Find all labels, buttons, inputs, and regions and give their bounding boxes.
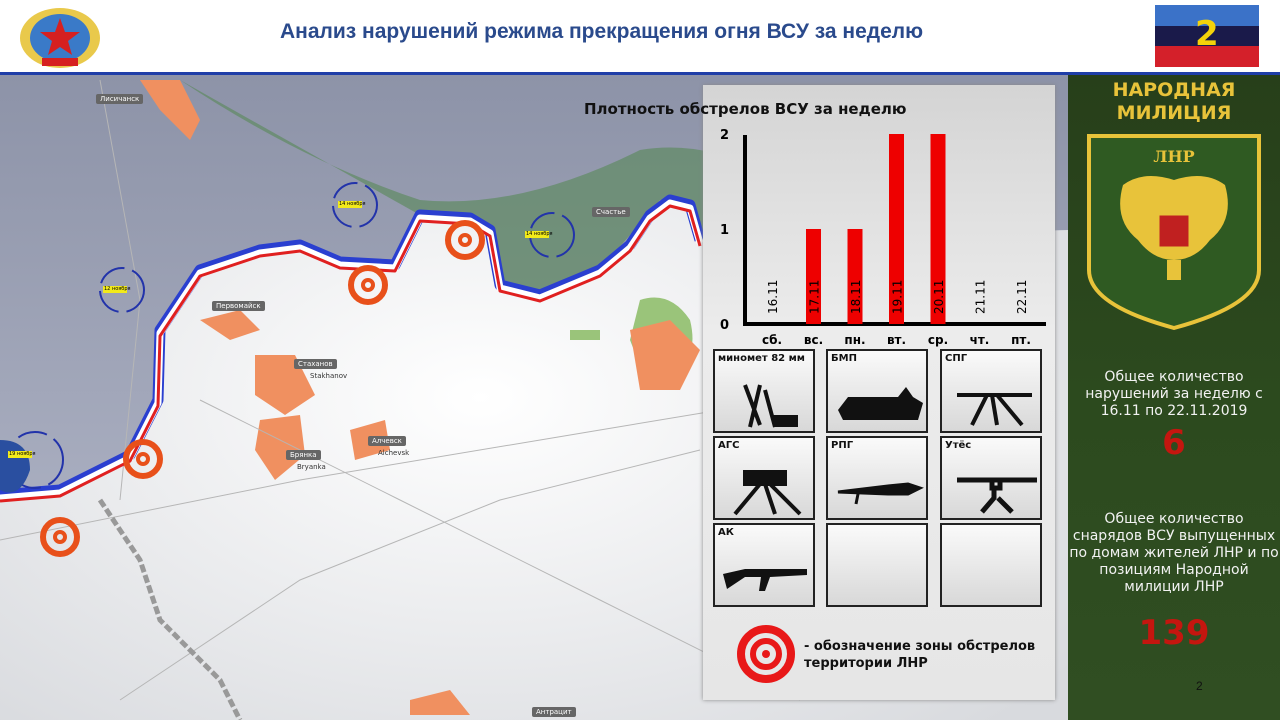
city-label: Первомайск bbox=[212, 301, 265, 311]
date-label: 22.11 bbox=[1015, 280, 1029, 314]
legend-text: - обозначение зоны обстрелов территории … bbox=[804, 639, 1036, 671]
date-tag: 14 ноября bbox=[526, 231, 553, 237]
shells-label: Общее количество снарядов ВСУ выпущенных… bbox=[1069, 511, 1279, 595]
weapon-cell: АК bbox=[713, 523, 815, 607]
x-tick-label: пт. bbox=[1011, 333, 1031, 347]
people-militia-emblem bbox=[1087, 134, 1261, 330]
side-title-line: НАРОДНАЯ bbox=[1112, 79, 1236, 101]
ak-rifle-icon bbox=[723, 569, 807, 591]
bar bbox=[847, 229, 863, 324]
slide-header: Анализ нарушений режима прекращения огня… bbox=[0, 0, 1280, 75]
date-label: 20.11 bbox=[932, 280, 946, 314]
emblem-label: ЛНР bbox=[1153, 147, 1195, 166]
city-latin-label: Alchevsk bbox=[378, 449, 410, 457]
weapon-label: АГС bbox=[718, 440, 740, 451]
weapon-cell: Утёс bbox=[940, 436, 1042, 520]
side-title-line: МИЛИЦИЯ bbox=[1116, 102, 1232, 124]
bar bbox=[889, 134, 904, 324]
date-label: 18.11 bbox=[849, 280, 863, 314]
date-tag: 12 ноября bbox=[104, 286, 131, 292]
date-label: 19.11 bbox=[891, 280, 905, 314]
shelling-target-icon bbox=[123, 439, 163, 479]
bar bbox=[806, 229, 821, 324]
weapon-label: АК bbox=[718, 527, 734, 538]
x-tick-label: сб. bbox=[762, 333, 782, 347]
mortar-icon bbox=[743, 384, 798, 428]
utes-machine-gun-icon bbox=[957, 477, 1037, 514]
date-tag: 14 ноября bbox=[339, 201, 366, 207]
city-label: Алчевск bbox=[368, 436, 406, 446]
city-latin-label: Stakhanov bbox=[310, 372, 348, 380]
weapon-label: СПГ bbox=[945, 353, 968, 364]
city-label: Счастье bbox=[592, 207, 630, 217]
empty-weapon-cell bbox=[940, 523, 1042, 607]
x-tick-label: вт. bbox=[887, 333, 906, 347]
date-label: 16.11 bbox=[766, 280, 780, 314]
bmp-vehicle-icon bbox=[838, 387, 923, 420]
shelling-density-bar-chart: 0 1 2 сб. 16.11 вс. 17.11 пн. 18.11 вт. 19.11 ср. 20… bbox=[720, 128, 1046, 347]
y-tick-label: 1 bbox=[720, 223, 729, 238]
city-label: Брянка bbox=[286, 450, 321, 460]
lnr-flag-badge bbox=[1155, 5, 1259, 67]
people-militia-panel: НАРОДНАЯ МИЛИЦИЯ ЛНР Общее количество нар… bbox=[1068, 75, 1280, 720]
y-tick-label: 2 bbox=[720, 128, 729, 143]
rpg-icon bbox=[837, 482, 924, 505]
weapon-cell: БМП bbox=[826, 349, 928, 433]
shelling-target-icon bbox=[348, 265, 388, 305]
slide-number-badge: 2 bbox=[1195, 14, 1219, 54]
shelling-zone-markers bbox=[40, 220, 485, 557]
shelling-target-icon bbox=[445, 220, 485, 260]
city-latin-label: Bryanka bbox=[297, 463, 326, 471]
weapon-cell: АГС bbox=[713, 436, 815, 520]
shelling-target-icon bbox=[40, 517, 80, 557]
date-label: 17.11 bbox=[808, 280, 822, 314]
shelling-zone-legend-icon bbox=[737, 625, 795, 683]
city-label: Лисичанск bbox=[96, 94, 144, 104]
weapon-label: Утёс bbox=[945, 440, 972, 451]
empty-weapon-cell bbox=[826, 523, 928, 607]
spg-icon bbox=[957, 393, 1032, 427]
city-label: Стаханов bbox=[294, 359, 337, 369]
weapon-cell: РПГ bbox=[826, 436, 928, 520]
page-number: 2 bbox=[1196, 679, 1203, 693]
x-tick-label: чт. bbox=[970, 333, 990, 347]
violations-count: 6 bbox=[1162, 423, 1186, 463]
lnr-coat-of-arms-logo bbox=[20, 8, 100, 68]
date-label: 21.11 bbox=[974, 280, 988, 314]
slide-title: Анализ нарушений режима прекращения огня… bbox=[280, 20, 924, 43]
city-label: Антрацит bbox=[532, 707, 576, 717]
date-tag: 19 ноября bbox=[9, 451, 36, 457]
violations-label: Общее количество нарушений за неделю с 1… bbox=[1085, 369, 1263, 419]
ags-grenade-launcher-icon bbox=[733, 470, 802, 516]
shells-count: 139 bbox=[1138, 613, 1210, 653]
chart-title: Плотность обстрелов ВСУ за неделю bbox=[584, 100, 907, 118]
weapon-label: БМП bbox=[831, 353, 857, 364]
weapon-cell: СПГ bbox=[940, 349, 1042, 433]
x-tick-label: ср. bbox=[928, 333, 948, 347]
side-title: НАРОДНАЯ МИЛИЦИЯ bbox=[1068, 79, 1280, 125]
bar bbox=[930, 134, 946, 324]
weapon-cell: миномет 82 мм bbox=[713, 349, 815, 433]
x-tick-label: пн. bbox=[844, 333, 865, 347]
y-tick-label: 0 bbox=[720, 318, 729, 333]
x-tick-label: вс. bbox=[804, 333, 823, 347]
weapon-label: миномет 82 мм bbox=[718, 353, 805, 364]
weapon-label: РПГ bbox=[831, 440, 854, 451]
